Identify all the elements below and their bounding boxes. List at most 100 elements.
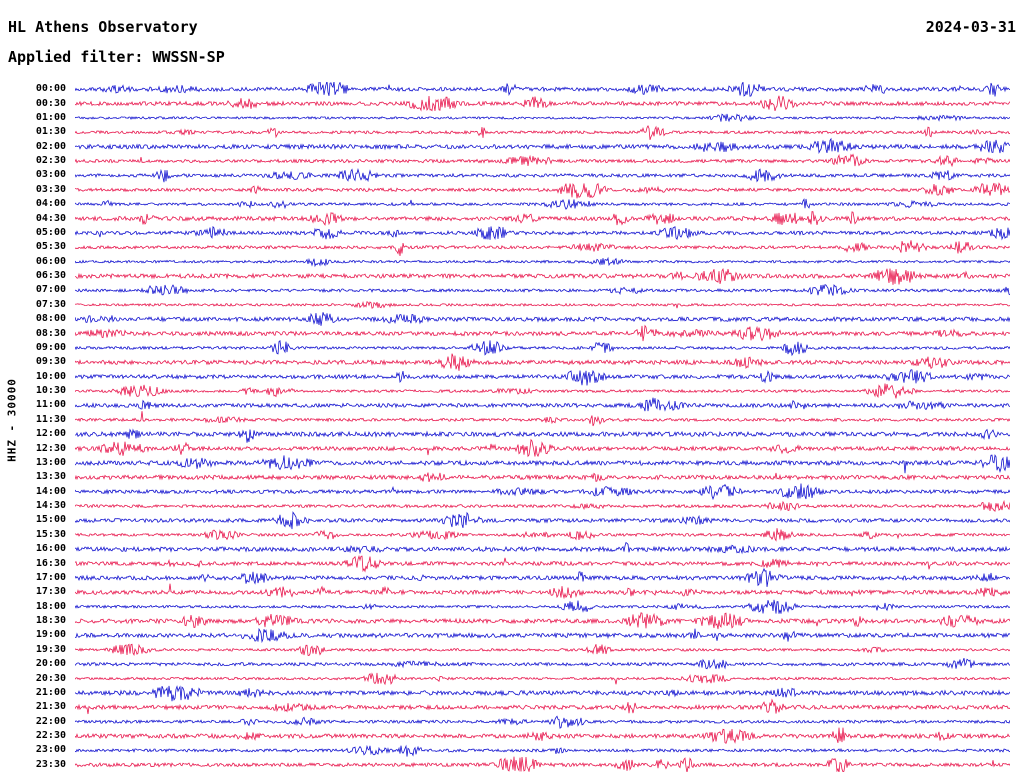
trace-plot [75, 82, 1010, 772]
trace-row-16:00 [75, 541, 1010, 555]
time-label: 05:00 [35, 226, 66, 238]
time-label: 18:00 [35, 600, 66, 612]
trace-row-11:00 [75, 397, 1010, 412]
trace-row-01:00 [75, 113, 1010, 123]
time-label: 09:00 [35, 341, 66, 353]
trace-row-15:30 [75, 528, 1010, 542]
trace-row-22:30 [75, 727, 1010, 744]
time-label: 23:00 [35, 744, 66, 756]
trace-row-08:30 [75, 324, 1010, 342]
time-label: 01:30 [35, 126, 66, 138]
date-label: 2024-03-31 [925, 18, 1016, 36]
time-label: 23:30 [35, 758, 66, 770]
time-label: 11:30 [35, 413, 66, 425]
time-label: 21:00 [35, 686, 66, 698]
time-label: 06:00 [35, 255, 66, 267]
trace-row-00:00 [75, 82, 1010, 97]
time-label: 12:00 [35, 428, 66, 440]
trace-row-15:00 [75, 511, 1010, 530]
trace-row-23:30 [75, 756, 1010, 772]
trace-row-17:00 [75, 567, 1010, 587]
trace-row-18:30 [75, 612, 1010, 630]
time-label: 01:00 [35, 111, 66, 123]
trace-row-19:00 [75, 627, 1010, 644]
time-label: 08:00 [35, 313, 66, 325]
time-label: 17:30 [35, 586, 66, 598]
time-label: 04:30 [35, 212, 66, 224]
time-label: 02:00 [35, 140, 66, 152]
trace-row-04:30 [75, 211, 1010, 226]
trace-row-02:00 [75, 137, 1010, 155]
trace-row-09:00 [75, 340, 1010, 357]
trace-row-02:30 [75, 153, 1010, 168]
time-label: 12:30 [35, 442, 66, 454]
time-label: 03:30 [35, 183, 66, 195]
time-label: 21:30 [35, 701, 66, 713]
time-label: 03:00 [35, 169, 66, 181]
time-label: 00:00 [35, 83, 66, 95]
trace-row-20:00 [75, 657, 1010, 670]
trace-row-05:30 [75, 240, 1010, 256]
time-label: 22:00 [35, 715, 66, 727]
trace-row-06:00 [75, 256, 1010, 268]
trace-row-04:00 [75, 198, 1010, 210]
trace-row-22:00 [75, 715, 1010, 729]
time-label: 00:30 [35, 97, 66, 109]
trace-row-03:30 [75, 182, 1010, 199]
trace-row-03:00 [75, 167, 1010, 183]
time-label: 20:30 [35, 672, 66, 684]
trace-row-05:00 [75, 225, 1010, 241]
trace-row-18:00 [75, 599, 1010, 614]
trace-row-06:30 [75, 267, 1010, 285]
trace-row-13:00 [75, 454, 1010, 474]
time-label: 20:00 [35, 658, 66, 670]
trace-row-14:30 [75, 499, 1010, 512]
time-label: 09:30 [35, 356, 66, 368]
time-label: 15:00 [35, 514, 66, 526]
trace-row-23:00 [75, 744, 1010, 757]
time-label: 19:00 [35, 629, 66, 641]
time-label: 10:30 [35, 385, 66, 397]
trace-row-12:30 [75, 438, 1010, 458]
time-label: 15:30 [35, 528, 66, 540]
time-label: 05:30 [35, 241, 66, 253]
filter-label: Applied filter: WWSSN-SP [8, 48, 225, 66]
time-label: 07:00 [35, 284, 66, 296]
time-label: 22:30 [35, 730, 66, 742]
time-label: 16:30 [35, 557, 66, 569]
time-label: 11:00 [35, 399, 66, 411]
time-label: 18:30 [35, 615, 66, 627]
trace-row-11:30 [75, 411, 1010, 427]
time-label: 10:00 [35, 370, 66, 382]
time-label: 14:00 [35, 485, 66, 497]
trace-row-20:30 [75, 672, 1010, 686]
trace-row-12:00 [75, 428, 1010, 443]
time-label: 04:00 [35, 198, 66, 210]
trace-row-10:00 [75, 369, 1010, 386]
trace-row-08:00 [75, 312, 1010, 326]
trace-row-09:30 [75, 353, 1010, 371]
trace-row-21:30 [75, 698, 1010, 715]
trace-row-07:30 [75, 300, 1010, 309]
trace-row-10:30 [75, 383, 1010, 399]
trace-row-16:30 [75, 555, 1010, 573]
time-label: 08:30 [35, 327, 66, 339]
time-label: 13:00 [35, 456, 66, 468]
trace-row-00:30 [75, 95, 1010, 112]
time-label: 16:00 [35, 543, 66, 555]
trace-row-14:00 [75, 483, 1010, 501]
time-label: 17:00 [35, 571, 66, 583]
trace-row-19:30 [75, 643, 1010, 656]
time-label: 19:30 [35, 643, 66, 655]
station-title: HL Athens Observatory [8, 18, 198, 36]
time-label: 13:30 [35, 471, 66, 483]
trace-row-07:00 [75, 284, 1010, 296]
time-label: 06:30 [35, 270, 66, 282]
trace-row-17:30 [75, 583, 1010, 600]
trace-row-13:30 [75, 472, 1010, 483]
time-label: 02:30 [35, 155, 66, 167]
time-label: 14:30 [35, 500, 66, 512]
trace-row-01:30 [75, 124, 1010, 141]
time-label: 07:30 [35, 298, 66, 310]
